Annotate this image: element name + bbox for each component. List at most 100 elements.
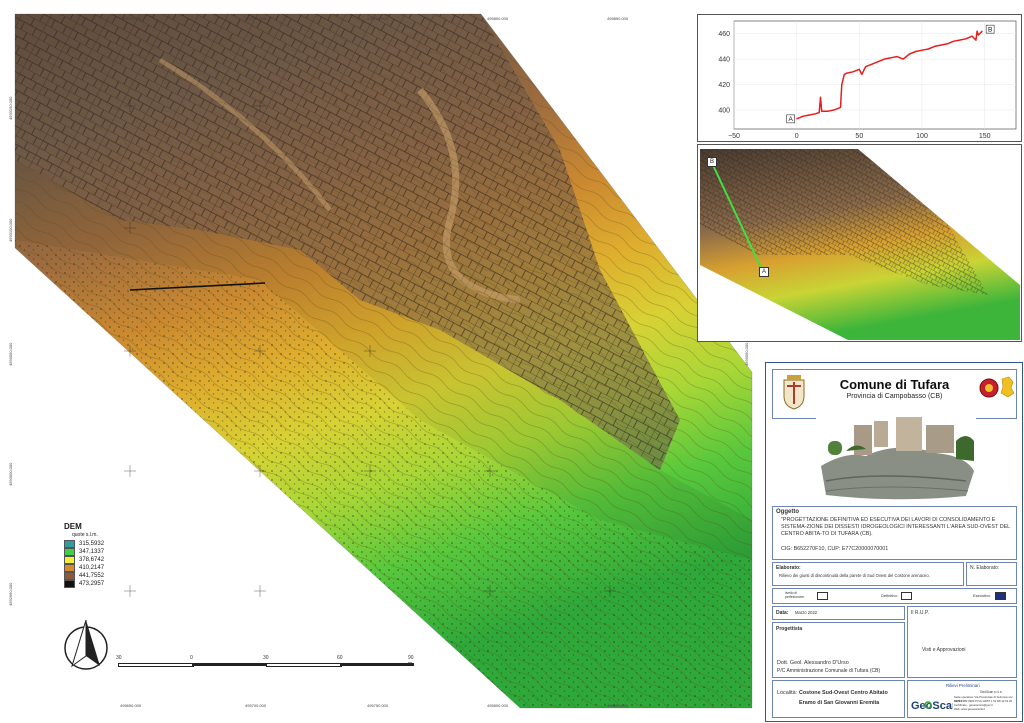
north-arrow-icon <box>64 619 108 670</box>
esecutivo-label: Esecutivo <box>973 593 991 598</box>
progettista-label: Progettista <box>776 626 803 632</box>
data-box: Data: Marzo 2022 <box>772 606 905 620</box>
rilievi-box: Rilievi Preliminari GeoScan GeoScan s.r.… <box>907 680 1017 718</box>
coord-top-4: 495800.000 <box>487 16 509 21</box>
visti-label: Visti e Approvazioni <box>922 647 966 653</box>
legend-swatch <box>64 540 75 548</box>
coord-bottom-4: 495800.000 <box>487 703 509 708</box>
municipal-crest-icon <box>783 375 805 410</box>
legend-label: 473,2957 <box>79 581 105 587</box>
legend-item: 315,5932 <box>64 540 126 548</box>
cig-cup: CIG: B652270F10, CUP: E77C20000070001 <box>781 546 889 552</box>
localita-box: Località: Costone Sud-Ovest Centro Abita… <box>772 680 905 718</box>
progettista-box: Progettista Dott. Geol. Alessandro D'Urs… <box>772 622 905 678</box>
n-elaborato-label: N. Elaborato: <box>970 565 1000 571</box>
rup-box: Il R.U.P. Visti e Approvazioni <box>907 606 1017 678</box>
elaborato-box: Elaborato: Rilievo dei giunti di discont… <box>772 562 964 586</box>
elevation-profile-chart: 400 420 440 460 −50 0 50 100 150 A B <box>718 20 1017 140</box>
scale-bar: 30 0 30 60 90 m <box>116 655 416 668</box>
scale-segment <box>118 663 194 667</box>
coord-bottom-1: 495650.000 <box>120 703 142 708</box>
y-tick-label: 440 <box>718 57 730 64</box>
legend-item: 378,6742 <box>64 556 126 564</box>
profile-point <box>975 39 977 41</box>
scale-segment <box>340 663 414 666</box>
checkbox-livello[interactable] <box>817 592 828 600</box>
legend-subtitle: quote s.l.m. <box>72 532 98 538</box>
profile-point <box>977 34 979 36</box>
company-line-3: Certificato - geoscansrs@pec.it <box>954 703 993 707</box>
y-tick-label: 460 <box>718 31 730 38</box>
oggetto-box: Oggetto "PROGETTAZIONE DEFINITIVA ED ESE… <box>772 506 1017 560</box>
comune-title: Comune di Tufara <box>839 377 950 392</box>
scale-segment <box>266 663 342 667</box>
legend-label: 347,1337 <box>79 549 105 555</box>
x-tick-label: −50 <box>728 133 740 140</box>
profile-point <box>959 39 961 41</box>
legend-label: 441,7552 <box>79 573 105 579</box>
x-tick-label: 50 <box>855 133 863 140</box>
y-tick-label: 400 <box>718 107 730 114</box>
coord-left-1: 4593150.000 <box>8 96 13 120</box>
livello-box: livello di perfezionam. Definitivo Esecu… <box>772 588 1017 604</box>
profile-point <box>840 106 842 108</box>
scale-label: 60 <box>337 655 343 661</box>
scale-segment <box>192 663 266 666</box>
legend-label: 378,6742 <box>79 557 105 563</box>
site-photo <box>816 411 976 501</box>
profile-point <box>843 73 845 75</box>
region-seal-icon <box>979 378 999 398</box>
geoscan-logo: GeoScan <box>911 700 953 712</box>
profile-point <box>833 109 835 111</box>
scale-label: 0 <box>190 655 193 661</box>
profile-point <box>802 115 804 117</box>
oggetto-label: Oggetto <box>776 509 799 515</box>
oggetto-text: "PROGETTAZIONE DEFINITIVA ED ESECUTIVA D… <box>781 517 1010 537</box>
profile-point <box>819 96 821 98</box>
company-line-4: Web: www.geoscansrls.it <box>954 707 986 711</box>
profile-point <box>890 57 892 59</box>
profile-label-a: A <box>788 116 793 123</box>
profile-point <box>858 68 860 70</box>
profile-point <box>796 118 798 120</box>
inset-map <box>700 149 1020 340</box>
profile-point <box>814 113 816 115</box>
coord-top-3: 495750.000 <box>367 16 389 21</box>
coord-bottom-2: 495700.000 <box>245 703 267 708</box>
coord-left-2: 4593100.000 <box>8 218 13 242</box>
profile-point <box>908 53 910 55</box>
profile-point <box>946 43 948 45</box>
legend-item: 410,2147 <box>64 564 126 572</box>
profile-point <box>877 61 879 63</box>
company-line-1: Sede operativa: Via Provinciale di Sulmo… <box>954 695 1013 703</box>
profile-point <box>852 71 854 73</box>
checkbox-definitivo[interactable] <box>901 592 912 600</box>
legend-item: 347,1337 <box>64 548 126 556</box>
coord-top-1: 495650.000 <box>120 16 142 21</box>
company-name: GeoScan s.r.l.s. <box>980 690 1003 694</box>
profile-point <box>976 30 978 32</box>
legend-swatch <box>64 548 75 556</box>
profile-point <box>818 111 820 113</box>
coord-left-3: 4593050.000 <box>8 342 13 366</box>
n-elaborato-box: N. Elaborato: <box>966 562 1017 586</box>
legend-swatch <box>64 572 75 580</box>
progettista-role: P/C Amministrazione Comunale di Tufara (… <box>777 668 881 674</box>
coord-top-2: 495700.000 <box>245 16 267 21</box>
profile-point <box>902 58 904 60</box>
legend-label: 410,2147 <box>79 565 105 571</box>
coord-bottom-3: 495750.000 <box>367 703 389 708</box>
elaborato-label: Elaborato: <box>776 565 801 571</box>
geoscan-logo-text: GeoScan <box>911 700 953 712</box>
y-tick-label: 420 <box>718 82 730 89</box>
profile-point <box>927 48 929 50</box>
checkbox-esecutivo[interactable] <box>995 592 1006 600</box>
elevation-profile-panel: 400 420 440 460 −50 0 50 100 150 A B <box>697 14 1022 142</box>
progettista-name: Dott. Geol. Alessandro D'Urso <box>777 660 849 666</box>
coord-right-1: 4593050.000 <box>744 342 749 366</box>
profile-trace <box>711 162 764 273</box>
profile-point <box>871 63 873 65</box>
legend-title: DEM <box>64 522 82 531</box>
inset-map-panel: B A <box>697 144 1022 342</box>
